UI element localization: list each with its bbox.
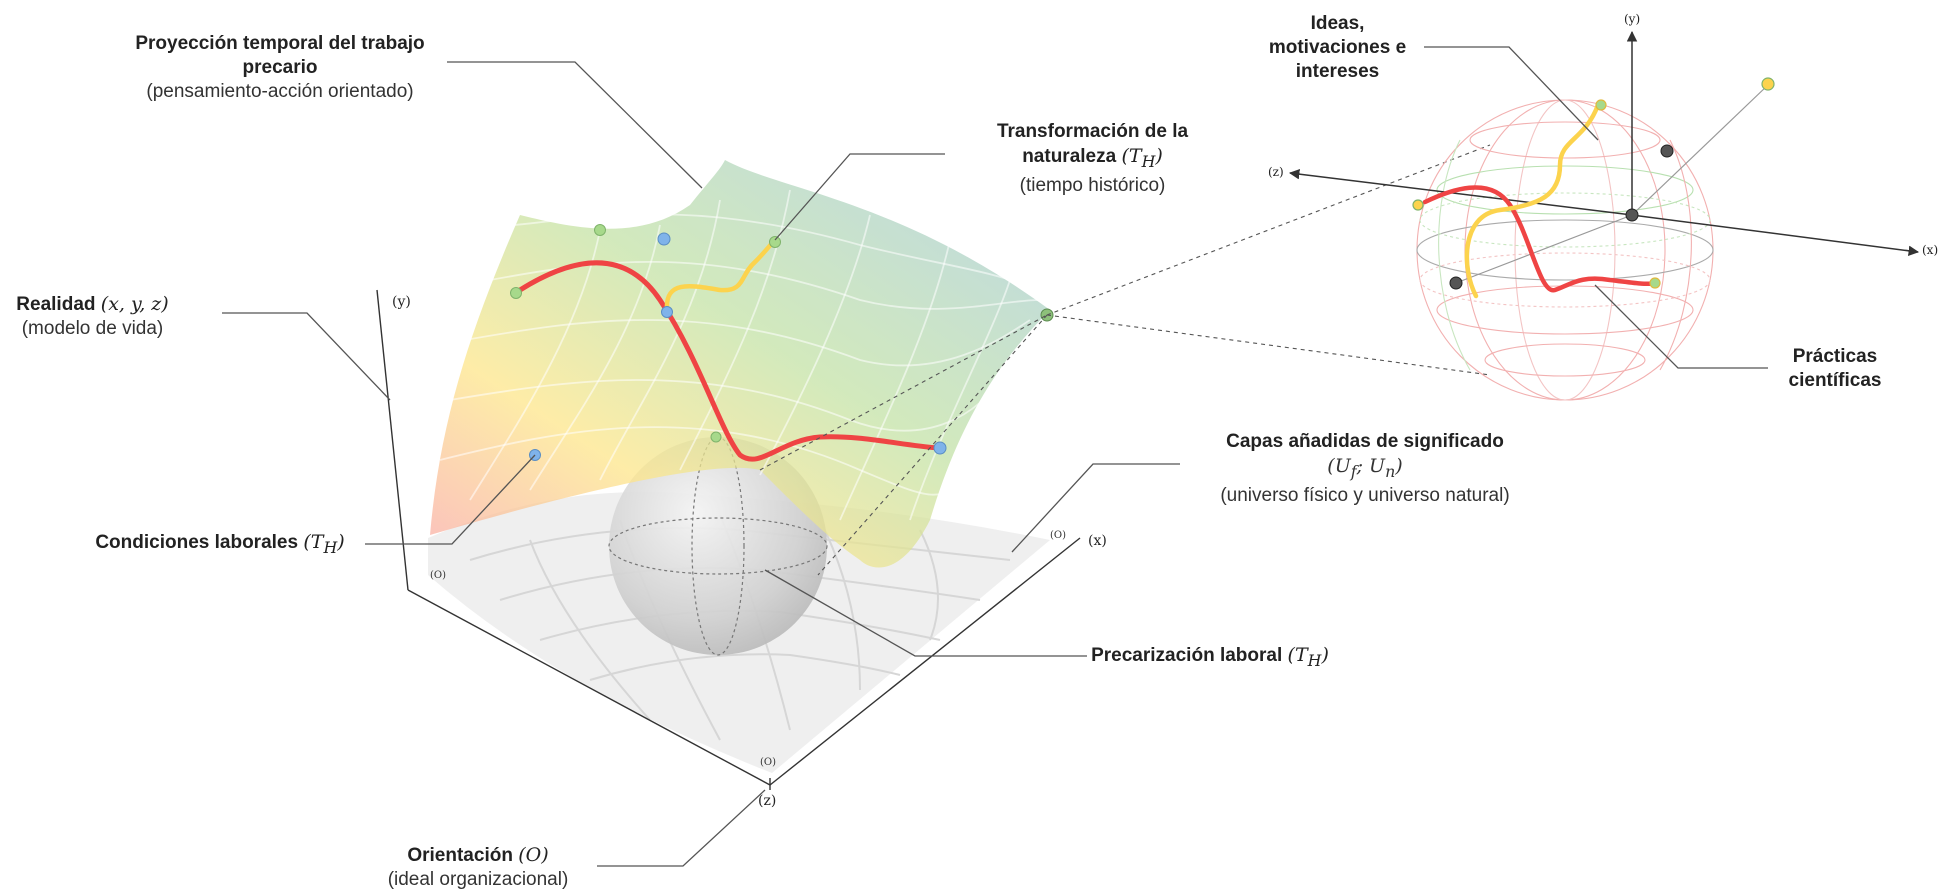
label-orientacion: Orientación (O) (ideal organizacional) bbox=[358, 843, 598, 892]
transformacion-math-close: ) bbox=[1155, 145, 1163, 167]
left-axis-x-label: (x) bbox=[1088, 533, 1107, 549]
capas-sub: (universo físico y universo natural) bbox=[1220, 484, 1510, 506]
transformacion-math-sub: H bbox=[1141, 151, 1156, 171]
leader-lines bbox=[222, 46, 1768, 867]
capas-title: Capas añadidas de significado bbox=[1226, 431, 1504, 452]
label-ideas: Ideas, motivaciones e intereses bbox=[1255, 12, 1420, 84]
transformacion-title-2: naturaleza bbox=[1022, 146, 1117, 167]
right-axis-x-label: (x) bbox=[1922, 243, 1939, 257]
globe bbox=[1288, 30, 1920, 401]
z-origin-label: (O) bbox=[760, 757, 777, 768]
orientacion-title: Orientación bbox=[407, 845, 513, 866]
x-origin-label: (O) bbox=[1050, 530, 1067, 541]
transformacion-title: Transformación de la bbox=[996, 121, 1189, 142]
label-practicas: Prácticas científicas bbox=[1765, 345, 1905, 393]
capas-math-close: ) bbox=[1395, 455, 1403, 477]
orientacion-math: (O) bbox=[518, 844, 549, 866]
left-axis-y-label: (y) bbox=[392, 294, 411, 310]
proyeccion-sub: (pensamiento-acción orientado) bbox=[146, 81, 414, 102]
proyeccion-title-2: precario bbox=[242, 57, 318, 78]
capas-math: (Uf; Un) bbox=[1180, 454, 1550, 484]
capas-math-sub2: n bbox=[1385, 461, 1396, 481]
precarizacion-math-close: ) bbox=[1321, 644, 1329, 666]
yellow-path bbox=[664, 237, 778, 313]
transformacion-sub: (tiempo histórico) bbox=[1019, 174, 1166, 196]
label-precarizacion: Precarización laboral (TH) bbox=[1085, 643, 1335, 673]
condiciones-math-close: ) bbox=[337, 531, 345, 553]
condiciones-math: (TH) bbox=[303, 531, 345, 557]
right-axis-y-label: (y) bbox=[1624, 12, 1641, 26]
left-axes bbox=[376, 289, 1081, 790]
realidad-title: Realidad bbox=[16, 294, 96, 315]
precarizacion-math-sub: H bbox=[1307, 650, 1322, 670]
practicas-line2: científicas bbox=[1788, 370, 1882, 391]
label-transformacion: Transformación de la naturaleza (TH) (ti… bbox=[960, 120, 1225, 198]
condiciones-title: Condiciones laborales bbox=[95, 532, 299, 553]
ideas-line2: motivaciones e bbox=[1268, 37, 1407, 58]
condiciones-math-open: (T bbox=[303, 531, 324, 553]
proyeccion-title: Proyección temporal del trabajo bbox=[135, 33, 425, 54]
capas-math-open: (U bbox=[1327, 455, 1351, 477]
surface-grid bbox=[439, 189, 1041, 521]
ideas-line1: Ideas, bbox=[1310, 13, 1365, 34]
realidad-sub: (modelo de vida) bbox=[21, 318, 164, 339]
capas-math-mid: ; U bbox=[1356, 455, 1386, 477]
red-path bbox=[517, 260, 941, 462]
transformacion-title-line2: naturaleza (TH) bbox=[960, 144, 1225, 174]
right-axis-z-label: (z) bbox=[1268, 165, 1284, 179]
left-origin-label: (O) bbox=[430, 570, 447, 581]
label-realidad: Realidad (x, y, z) (modelo de vida) bbox=[5, 292, 180, 341]
precarizacion-line: Precarización laboral (TH) bbox=[1085, 643, 1335, 673]
surface-dots bbox=[510, 224, 1054, 461]
realidad-title-line: Realidad (x, y, z) bbox=[5, 292, 180, 317]
practicas-line1: Prácticas bbox=[1792, 346, 1878, 367]
projection-lines bbox=[759, 144, 1491, 576]
capas-math-sub1: f bbox=[1350, 461, 1357, 481]
label-capas: Capas añadidas de significado (Uf; Un) (… bbox=[1180, 430, 1550, 508]
transformacion-math-open: (T bbox=[1121, 145, 1142, 167]
ideas-line3: intereses bbox=[1295, 61, 1380, 82]
globe-red-path bbox=[1422, 185, 1658, 293]
globe-yellow-path bbox=[1464, 102, 1601, 299]
precarizacion-math: (TH) bbox=[1287, 644, 1329, 670]
label-proyeccion: Proyección temporal del trabajo precario… bbox=[110, 32, 450, 104]
condiciones-math-sub: H bbox=[323, 537, 338, 557]
condiciones-line: Condiciones laborales (TH) bbox=[85, 530, 355, 560]
precarizacion-title: Precarización laboral bbox=[1091, 645, 1283, 666]
label-condiciones: Condiciones laborales (TH) bbox=[85, 530, 355, 560]
precarizacion-math-open: (T bbox=[1287, 644, 1308, 666]
left-axis-z-label: (z) bbox=[758, 793, 777, 809]
orientacion-sub: (ideal organizacional) bbox=[387, 869, 569, 890]
orientacion-line: Orientación (O) bbox=[358, 843, 598, 868]
realidad-math: (x, y, z) bbox=[100, 293, 169, 315]
transformacion-math: (TH) bbox=[1121, 145, 1163, 171]
